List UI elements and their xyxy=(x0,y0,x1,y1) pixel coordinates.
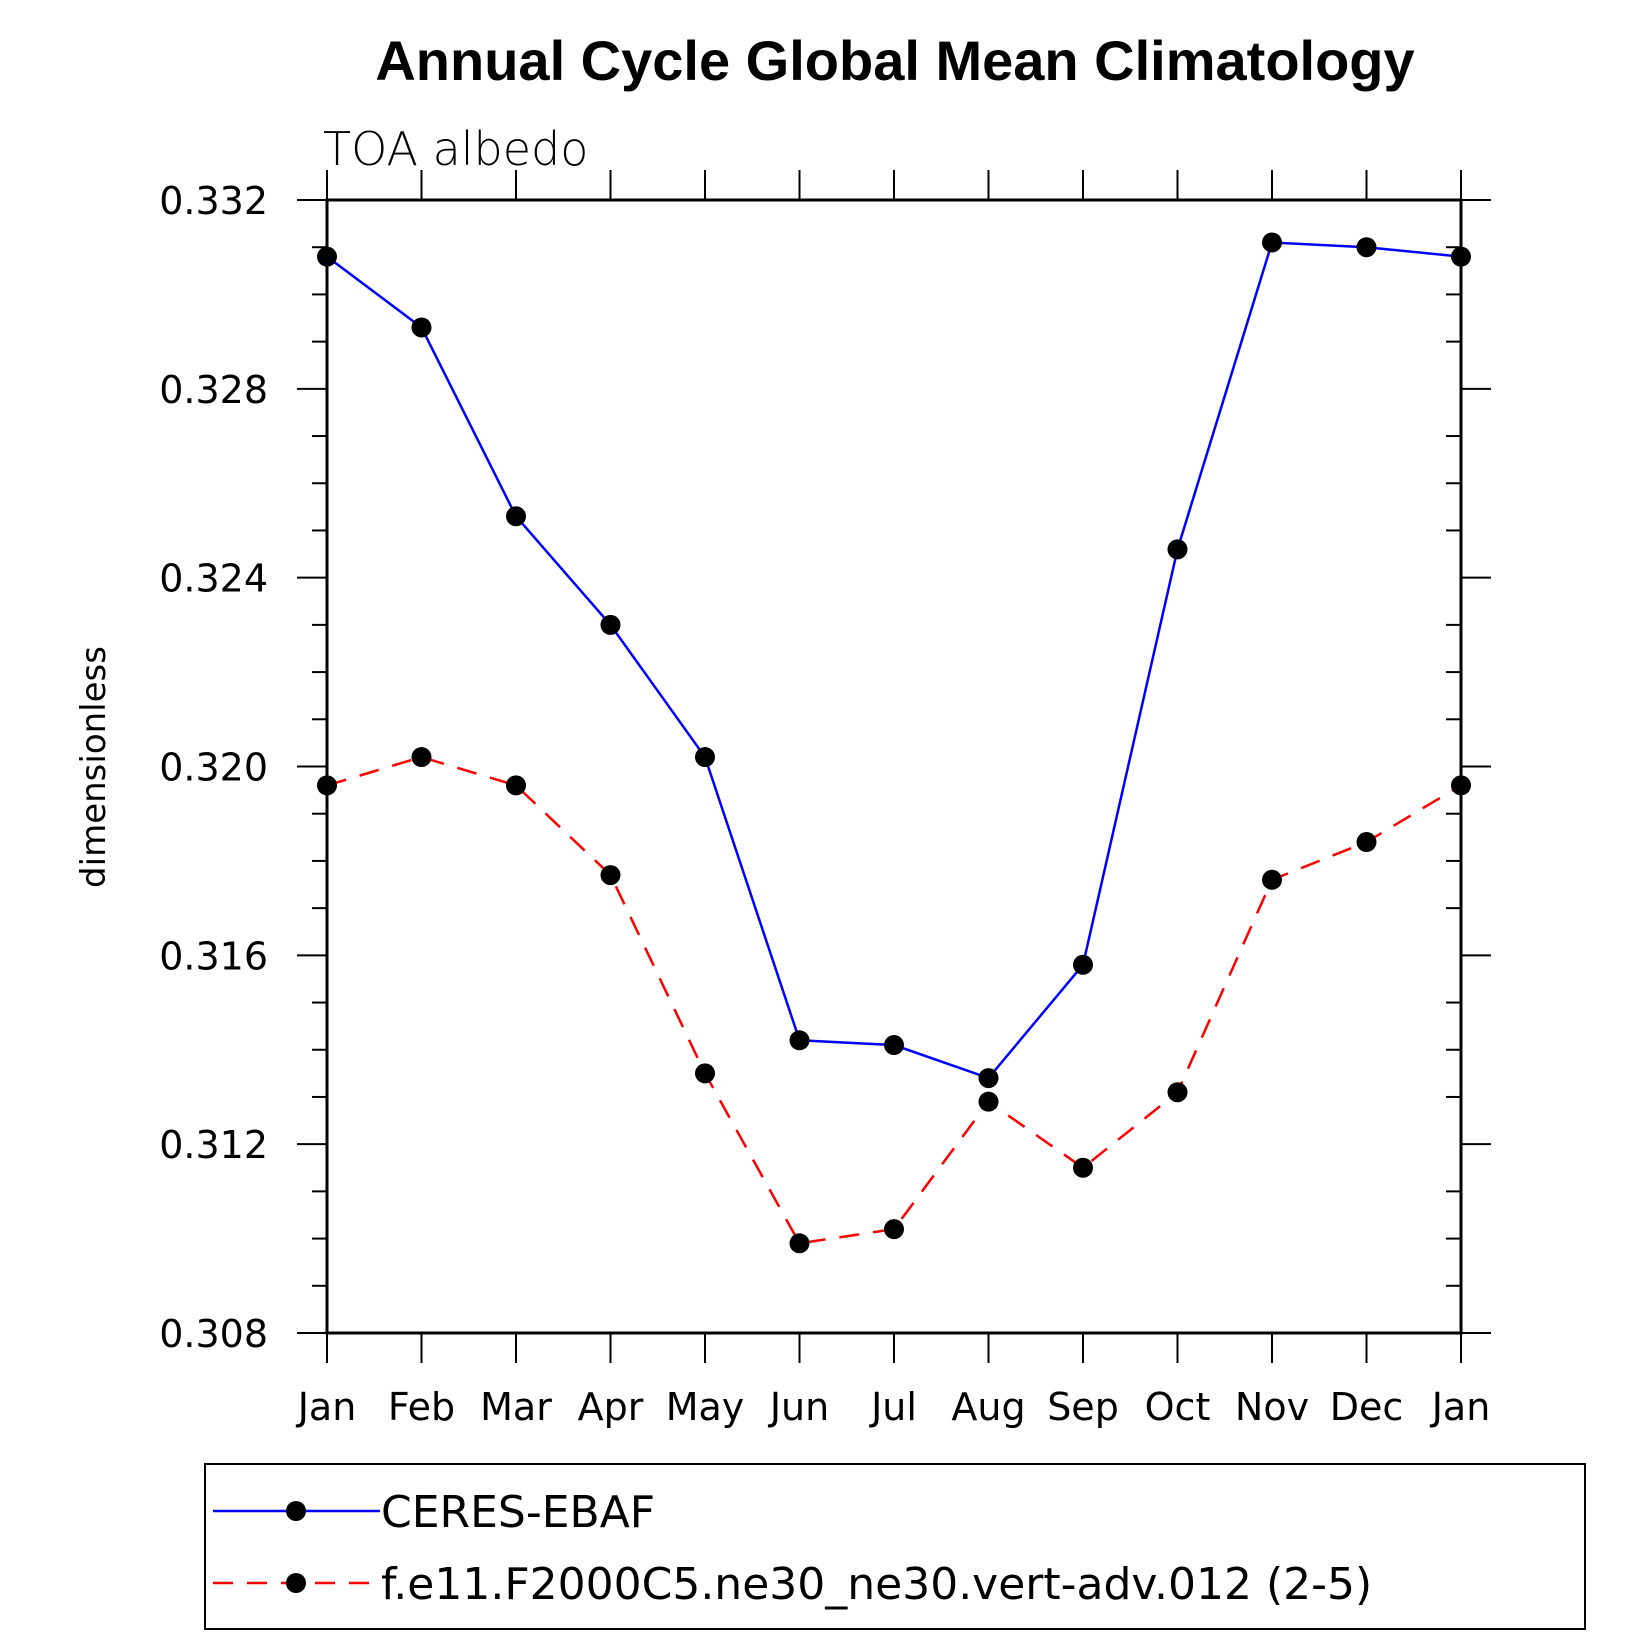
series-layer xyxy=(317,232,1471,1254)
data-point xyxy=(789,1030,810,1051)
legend-box xyxy=(204,1463,1586,1630)
x-tick-label: Sep xyxy=(1047,1385,1119,1429)
data-point xyxy=(1167,539,1188,560)
data-point xyxy=(789,1233,810,1254)
data-point xyxy=(411,317,432,338)
data-point xyxy=(317,246,337,267)
data-point xyxy=(600,614,621,635)
data-point xyxy=(978,1091,999,1112)
data-point xyxy=(1451,246,1471,267)
y-axis-label: dimensionless xyxy=(74,646,114,888)
data-point xyxy=(1262,869,1282,890)
data-point xyxy=(506,775,526,796)
chart-title: Annual Cycle Global Mean Climatology xyxy=(375,29,1414,92)
axes-frame: 0.308 0.312 0.316 0.320 0.324 0.328 0.332 Jan Fe… xyxy=(159,170,1491,1429)
x-tick-label: Mar xyxy=(480,1385,552,1429)
legend-swatch-marker xyxy=(286,1573,306,1593)
plot-frame xyxy=(325,198,1463,1335)
y-tick-label: 0.328 xyxy=(159,368,268,412)
data-point xyxy=(884,1035,904,1056)
x-tick-label: Feb xyxy=(388,1385,455,1429)
data-point xyxy=(978,1068,999,1089)
legend-label: CERES-EBAF xyxy=(381,1487,655,1538)
data-point xyxy=(1356,237,1377,258)
x-tick-label: Jul xyxy=(869,1385,917,1429)
series-line-2 xyxy=(326,755,1462,1245)
x-tick-label: May xyxy=(666,1385,745,1429)
x-tick-label: Jan xyxy=(296,1385,357,1429)
data-point xyxy=(1073,1157,1093,1178)
series-line-1 xyxy=(326,241,1462,1080)
data-point xyxy=(600,865,621,886)
y-tick-label: 0.324 xyxy=(159,557,268,601)
x-tick-label: Jun xyxy=(768,1385,829,1429)
y-tick-label: 0.316 xyxy=(159,934,268,978)
data-point xyxy=(1262,232,1282,253)
x-tick-label: Jan xyxy=(1430,1385,1491,1429)
data-point xyxy=(1073,954,1093,975)
data-point xyxy=(1167,1082,1188,1103)
data-point xyxy=(1451,775,1471,796)
data-point xyxy=(1356,832,1377,853)
y-tick-label: 0.332 xyxy=(159,179,268,223)
x-tick-label: Aug xyxy=(951,1385,1025,1429)
x-tick-label: Dec xyxy=(1330,1385,1404,1429)
data-point xyxy=(317,775,337,796)
data-point xyxy=(695,747,715,768)
y-tick-label: 0.308 xyxy=(159,1312,268,1356)
legend-swatch-marker xyxy=(286,1501,306,1521)
legend: CERES-EBAF f.e11.F2000C5.ne30_ne30.vert-a… xyxy=(204,1463,1586,1630)
data-point xyxy=(411,747,432,768)
y-tick-label: 0.320 xyxy=(159,746,268,790)
data-point xyxy=(695,1063,715,1084)
legend-label: f.e11.F2000C5.ne30_ne30.vert-adv.012 (2-… xyxy=(381,1559,1372,1610)
chart-subtitle: TOA albedo xyxy=(323,122,588,176)
data-point xyxy=(884,1219,904,1240)
y-tick-label: 0.312 xyxy=(159,1123,268,1167)
data-point xyxy=(506,506,526,527)
x-tick-label: Apr xyxy=(578,1385,644,1429)
x-tick-label: Nov xyxy=(1235,1385,1309,1429)
x-tick-label: Oct xyxy=(1145,1385,1211,1429)
